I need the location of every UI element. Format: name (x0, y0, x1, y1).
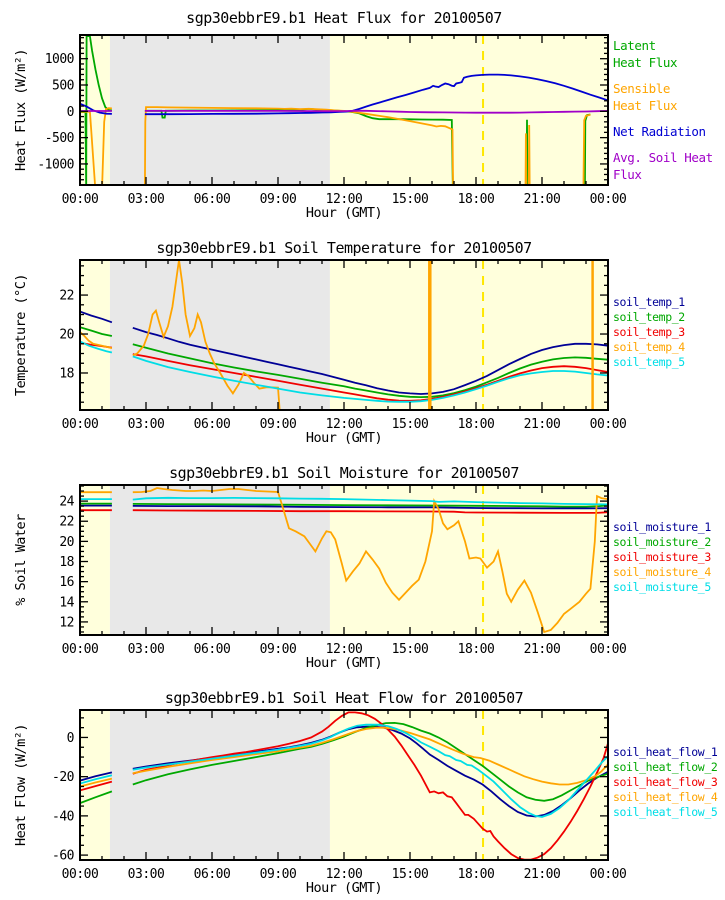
svg-text:00:00: 00:00 (590, 642, 627, 657)
legend-entry: soil_moisture_4 (613, 565, 711, 579)
svg-text:21:00: 21:00 (524, 192, 561, 207)
svg-text:06:00: 06:00 (194, 642, 231, 657)
chart-title: sgp30ebbrE9.b1 Soil Temperature for 2010… (156, 239, 532, 257)
svg-text:15:00: 15:00 (392, 867, 429, 882)
legend-entry: Sensible Heat Flux (613, 81, 678, 113)
svg-text:12: 12 (59, 615, 74, 630)
x-axis-label: Hour (GMT) (305, 205, 383, 221)
legend-entry: Latent Heat Flux (613, 38, 678, 70)
svg-text:-1000: -1000 (37, 157, 74, 172)
legend-entry: soil_heat_flow_1 (613, 745, 718, 759)
svg-text:18:00: 18:00 (458, 192, 495, 207)
svg-text:18:00: 18:00 (458, 642, 495, 657)
svg-text:12:00: 12:00 (326, 417, 363, 432)
svg-text:500: 500 (52, 79, 74, 94)
x-axis-label: Hour (GMT) (305, 655, 383, 671)
svg-text:03:00: 03:00 (128, 417, 165, 432)
svg-text:09:00: 09:00 (260, 867, 297, 882)
legend-entry: soil_temp_5 (613, 355, 685, 369)
svg-text:09:00: 09:00 (260, 417, 297, 432)
legend-entry: soil_moisture_3 (613, 550, 711, 564)
legend: soil_heat_flow_1 soil_heat_flow_2 soil_hea… (613, 745, 718, 820)
svg-text:09:00: 09:00 (260, 642, 297, 657)
svg-text:00:00: 00:00 (62, 867, 99, 882)
legend-entry: soil_moisture_5 (613, 580, 711, 594)
svg-text:15:00: 15:00 (392, 192, 429, 207)
svg-text:16: 16 (59, 575, 74, 590)
legend-entry: Avg. Soil Heat Flux (613, 150, 713, 182)
svg-text:00:00: 00:00 (62, 642, 99, 657)
svg-text:21:00: 21:00 (524, 642, 561, 657)
chart-title: sgp30ebbrE9.b1 Soil Heat Flow for 201005… (164, 689, 524, 707)
svg-text:18: 18 (59, 555, 74, 570)
heat-flux-chart: 00:00 03:00 06:00 09:00 12:00 15:00 18:00 21:00… (37, 34, 627, 207)
y-axis-label: Temperature (°C) (13, 273, 29, 397)
y-axis-label: Heat Flow (W/m²) (13, 723, 29, 847)
svg-text:00:00: 00:00 (590, 417, 627, 432)
legend-entry: Net Radiation (613, 124, 706, 139)
chart-title: sgp30ebbrE9.b1 Heat Flux for 20100507 (186, 9, 502, 27)
y-axis-label: % Soil Water (13, 514, 29, 606)
svg-text:20: 20 (59, 535, 74, 550)
svg-text:03:00: 03:00 (128, 867, 165, 882)
legend-entry: soil_temp_3 (613, 325, 685, 339)
svg-text:00:00: 00:00 (62, 417, 99, 432)
svg-text:14: 14 (59, 595, 74, 610)
svg-text:-60: -60 (52, 849, 74, 864)
legend-entry: soil_moisture_2 (613, 535, 711, 549)
heat-flux-panel: 00:00 03:00 06:00 09:00 12:00 15:00 18:00 21:00… (0, 0, 725, 225)
svg-text:22: 22 (59, 515, 74, 530)
x-axis-label: Hour (GMT) (305, 430, 383, 446)
svg-text:15:00: 15:00 (392, 417, 429, 432)
svg-text:-20: -20 (52, 770, 74, 785)
svg-text:22: 22 (59, 289, 74, 304)
svg-text:0: 0 (67, 731, 74, 746)
svg-text:12:00: 12:00 (326, 192, 363, 207)
soil-moisture-chart: 00:00 03:00 06:00 09:00 12:00 15:00 18:00 21:00… (59, 484, 627, 657)
svg-text:03:00: 03:00 (128, 642, 165, 657)
soil-moisture-panel: 00:00 03:00 06:00 09:00 12:00 15:00 18:00 21:00… (0, 450, 725, 675)
x-axis-label: Hour (GMT) (305, 880, 383, 896)
legend-entry: soil_heat_flow_5 (613, 805, 718, 819)
svg-text:-500: -500 (45, 131, 74, 146)
svg-text:21:00: 21:00 (524, 867, 561, 882)
svg-text:0: 0 (67, 105, 74, 120)
svg-text:18: 18 (59, 366, 74, 381)
svg-text:09:00: 09:00 (260, 192, 297, 207)
y-axis-label: Heat Flux (W/m²) (13, 48, 29, 172)
svg-text:06:00: 06:00 (194, 192, 231, 207)
svg-text:00:00: 00:00 (590, 867, 627, 882)
legend: Latent Heat Flux Sensible Heat Flux Net Ra… (613, 37, 713, 192)
svg-text:24: 24 (59, 495, 74, 510)
svg-text:00:00: 00:00 (62, 192, 99, 207)
svg-text:18:00: 18:00 (458, 417, 495, 432)
svg-text:20: 20 (59, 328, 74, 343)
svg-text:15:00: 15:00 (392, 642, 429, 657)
chart-title: sgp30ebbrE9.b1 Soil Moisture for 2010050… (169, 464, 519, 482)
legend-entry: soil_temp_2 (613, 310, 685, 324)
svg-text:-40: -40 (52, 809, 74, 824)
legend-entry: soil_heat_flow_4 (613, 790, 718, 804)
legend-entry: soil_temp_4 (613, 340, 685, 354)
svg-text:18:00: 18:00 (458, 867, 495, 882)
soil-heat-flow-chart: 00:00 03:00 06:00 09:00 12:00 15:00 18:00 21:00… (52, 709, 627, 882)
svg-text:21:00: 21:00 (524, 417, 561, 432)
legend: soil_temp_1 soil_temp_2 soil_temp_3 soil_te… (613, 295, 685, 370)
svg-text:12:00: 12:00 (326, 642, 363, 657)
svg-text:00:00: 00:00 (590, 192, 627, 207)
svg-text:03:00: 03:00 (128, 192, 165, 207)
legend-entry: soil_moisture_1 (613, 520, 711, 534)
svg-text:1000: 1000 (45, 52, 74, 67)
legend-entry: soil_heat_flow_3 (613, 775, 718, 789)
legend: soil_moisture_1 soil_moisture_2 soil_moist… (613, 520, 711, 595)
soil-temperature-panel: 00:00 03:00 06:00 09:00 12:00 15:00 18:00 21:00… (0, 225, 725, 450)
svg-text:12:00: 12:00 (326, 867, 363, 882)
soil-heat-flow-panel: 00:00 03:00 06:00 09:00 12:00 15:00 18:00 21:00… (0, 675, 725, 900)
soil-temperature-chart: 00:00 03:00 06:00 09:00 12:00 15:00 18:00 21:00… (59, 259, 627, 432)
legend-entry: soil_heat_flow_2 (613, 760, 718, 774)
legend-entry: soil_temp_1 (613, 295, 685, 309)
svg-text:06:00: 06:00 (194, 867, 231, 882)
svg-text:06:00: 06:00 (194, 417, 231, 432)
